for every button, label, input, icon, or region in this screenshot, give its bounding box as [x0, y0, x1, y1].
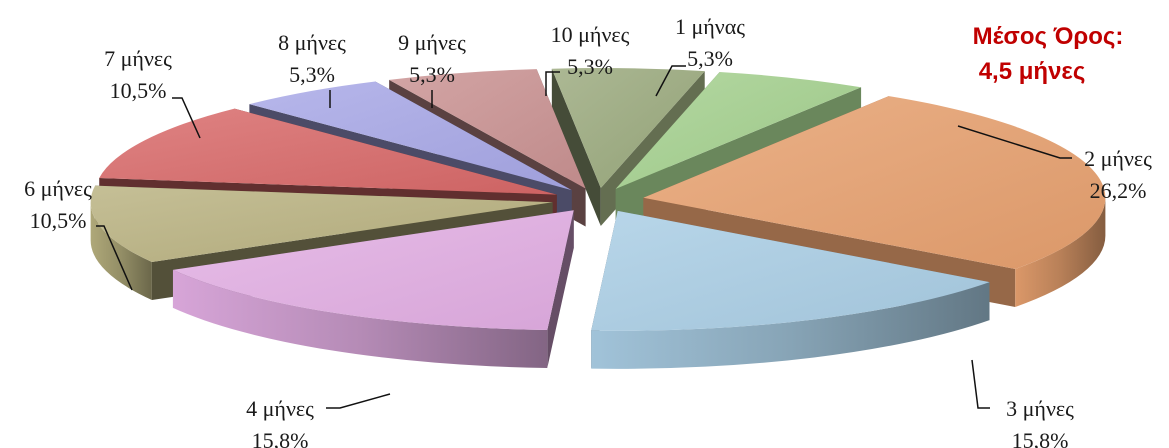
slice-category-label: 2 μήνες: [1084, 146, 1152, 171]
slice-wall: [547, 210, 574, 369]
slice-value-label: 5,3%: [289, 62, 335, 87]
leader-line: [957, 125, 1072, 159]
slice-labels: 1 μήνας 5,3% 2 μήνες 26,2% 3 μήνες 15,8% 4 μήν…: [24, 14, 1152, 448]
pie-slice: [591, 210, 990, 369]
slice-value-label: 15,8%: [252, 428, 309, 448]
slice-value-label: 5,3%: [567, 54, 613, 79]
average-annotation-line1: Μέσος Όρος:: [973, 23, 1124, 50]
slice-top: [90, 185, 553, 262]
leader-lines: [96, 65, 1072, 409]
slice-value-label: 26,2%: [1090, 178, 1147, 203]
leader-line: [172, 97, 201, 139]
slice-category-label: 7 μήνες: [104, 46, 172, 71]
pie-slice: [172, 210, 574, 369]
slice-top: [591, 210, 990, 331]
slice-value-label: 15,8%: [1012, 428, 1069, 448]
slice-category-label: 9 μήνες: [398, 30, 466, 55]
leader-line: [545, 71, 560, 96]
slice-top: [643, 96, 1106, 269]
average-annotation-line2: 4,5 μήνες: [979, 58, 1086, 85]
leader-line: [971, 359, 990, 409]
slice-category-label: 10 μήνες: [551, 22, 630, 47]
slice-value-label: 5,3%: [687, 46, 733, 71]
slice-category-label: 8 μήνες: [278, 30, 346, 55]
slice-category-label: 4 μήνες: [246, 396, 314, 421]
slice-category-label: 3 μήνες: [1006, 396, 1074, 421]
slice-value-label: 10,5%: [30, 208, 87, 233]
slice-top: [551, 68, 705, 189]
slice-outer-wall: [90, 202, 152, 300]
slice-outer-wall: [1015, 197, 1106, 307]
slice-category-label: 6 μήνες: [24, 176, 92, 201]
leader-line: [326, 393, 391, 409]
slice-category-label: 1 μήνας: [675, 14, 745, 39]
leader-line: [655, 65, 686, 97]
slice-outer-wall: [172, 269, 548, 369]
slice-top: [172, 210, 574, 331]
leader-line: [96, 225, 133, 291]
slice-top: [389, 69, 586, 189]
slice-top: [249, 81, 572, 191]
slice-value-label: 5,3%: [409, 62, 455, 87]
pie-slices: [90, 68, 1106, 369]
slice-outer-wall: [591, 282, 990, 369]
slice-value-label: 10,5%: [110, 78, 167, 103]
slice-top: [99, 108, 557, 195]
slice-top: [615, 71, 862, 189]
slice-wall: [551, 68, 601, 227]
